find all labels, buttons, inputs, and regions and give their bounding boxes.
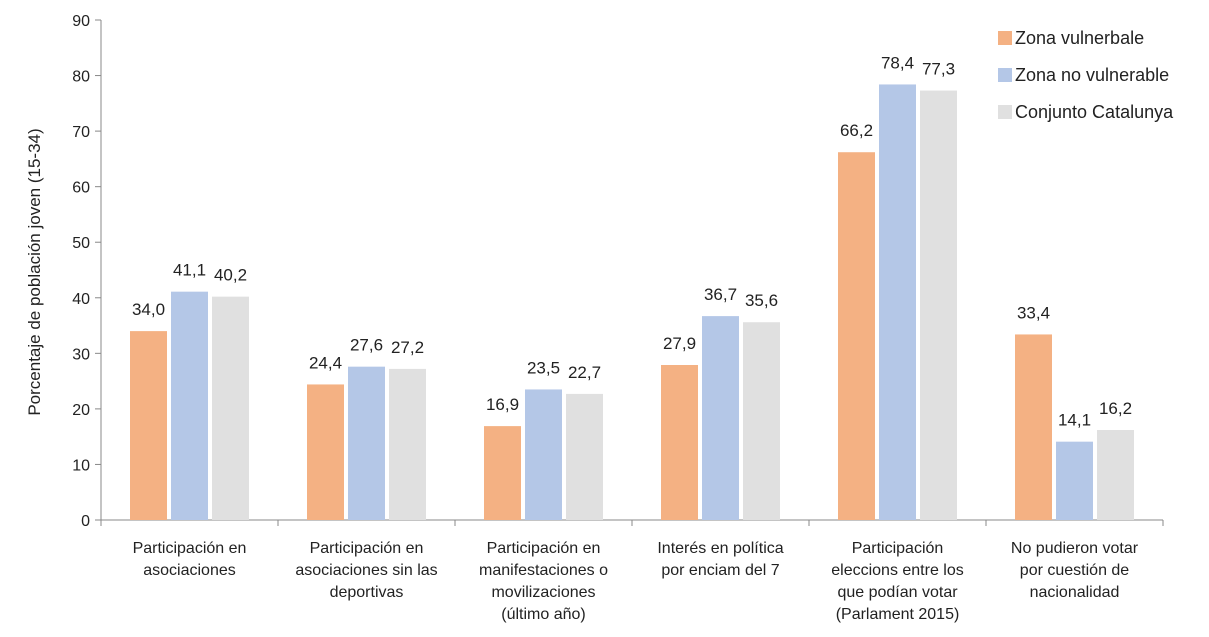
y-axis-label: Porcentaje de población joven (15-34) (25, 128, 44, 415)
data-label: 78,4 (881, 53, 914, 72)
data-label: 23,5 (527, 358, 560, 377)
category-label: (último año) (501, 606, 585, 623)
category-label: nacionalidad (1030, 584, 1120, 601)
legend-label: Zona no vulnerable (1015, 65, 1169, 85)
bar (484, 426, 521, 520)
y-tick-label: 0 (81, 513, 90, 530)
category-label: (Parlament 2015) (836, 606, 960, 623)
bar (879, 84, 916, 520)
data-label: 16,9 (486, 395, 519, 414)
legend: Zona vulnerbale Zona no vulnerable Conjunt… (998, 28, 1174, 122)
data-label: 24,4 (309, 353, 342, 372)
data-label: 16,2 (1099, 399, 1132, 418)
y-tick-label: 40 (72, 291, 90, 308)
y-tick-label: 60 (72, 180, 90, 197)
data-label: 27,9 (663, 334, 696, 353)
category-label: asociaciones (143, 562, 236, 579)
data-label: 40,2 (214, 266, 247, 285)
legend-label: Conjunto Catalunya (1015, 102, 1174, 122)
category-label: Participación (852, 540, 944, 557)
bar (525, 389, 562, 520)
category-labels: Participación en asociaciones Participació… (133, 540, 1139, 623)
bar (661, 365, 698, 520)
data-label: 36,7 (704, 285, 737, 304)
axes: 0 10 20 30 40 50 60 70 80 90 (72, 13, 1164, 530)
data-label: 66,2 (840, 121, 873, 140)
y-tick-label: 50 (72, 235, 90, 252)
bar (348, 366, 385, 520)
category-label: deportivas (330, 584, 404, 601)
y-tick-label: 10 (72, 457, 90, 474)
category-label: eleccions entre los (831, 562, 964, 579)
y-tick-label: 20 (72, 402, 90, 419)
y-tick-label: 90 (72, 13, 90, 30)
bar (838, 152, 875, 520)
data-labels: 34,0 41,1 40,2 24,4 27,6 27,2 16,9 23,5 22,7 27,9… (132, 53, 1132, 429)
bar (307, 384, 344, 520)
data-label: 33,4 (1017, 303, 1050, 322)
category-label: manifestaciones o (479, 562, 608, 579)
data-label: 14,1 (1058, 411, 1091, 430)
bars (130, 84, 1134, 521)
category-label: por cuestión de (1020, 562, 1130, 579)
data-label: 34,0 (132, 300, 165, 319)
bar (702, 316, 739, 520)
category-label: Participación en (487, 540, 601, 557)
y-tick-label: 80 (72, 69, 90, 86)
bar (171, 291, 208, 520)
bar (566, 393, 603, 520)
category-label: No pudieron votar (1011, 540, 1139, 557)
data-label: 27,6 (350, 336, 383, 355)
y-tick-label: 30 (72, 346, 90, 363)
category-label: asociaciones sin las (295, 562, 437, 579)
category-label: movilizaciones (491, 584, 595, 601)
legend-swatch (998, 68, 1012, 82)
category-label: Participación en (133, 540, 247, 557)
bar (1015, 334, 1052, 520)
bar (212, 296, 249, 520)
data-label: 41,1 (173, 261, 206, 280)
category-label: por enciam del 7 (661, 562, 779, 579)
bar (1097, 430, 1134, 520)
bar (920, 90, 957, 521)
category-label: que podían votar (837, 584, 958, 601)
y-tick-label: 70 (72, 124, 90, 141)
legend-swatch (998, 105, 1012, 119)
bar (130, 331, 167, 520)
data-label: 22,7 (568, 363, 601, 382)
data-label: 35,6 (745, 291, 778, 310)
legend-swatch (998, 31, 1012, 45)
category-label: Interés en política (657, 540, 783, 557)
legend-label: Zona vulnerbale (1015, 28, 1144, 48)
data-label: 27,2 (391, 338, 424, 357)
bar (743, 322, 780, 520)
bar (389, 368, 426, 520)
data-label: 77,3 (922, 60, 955, 79)
bar (1056, 441, 1093, 520)
category-label: Participación en (310, 540, 424, 557)
